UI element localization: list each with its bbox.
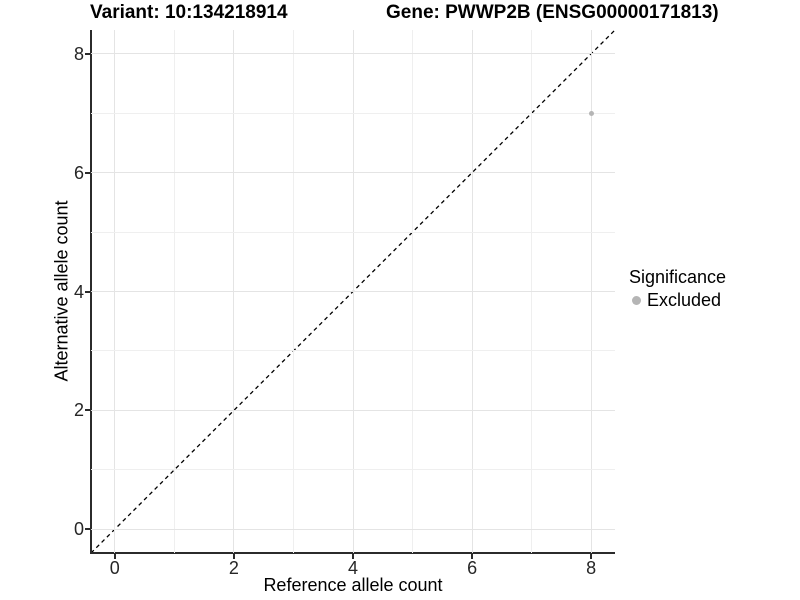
legend: Significance Excluded xyxy=(629,266,726,310)
y-tick-mark xyxy=(85,171,90,174)
gridline-y-1 xyxy=(91,469,615,471)
gridline-y-3 xyxy=(91,350,615,352)
gridline-y-8 xyxy=(91,53,615,55)
y-tick-mark xyxy=(85,528,90,531)
x-tick-label: 8 xyxy=(586,558,597,578)
gridline-y-7 xyxy=(91,112,615,114)
x-tick-label: 6 xyxy=(467,558,478,578)
y-axis-line xyxy=(90,30,92,554)
gridline-y-4 xyxy=(91,291,615,292)
legend-key-dot-icon xyxy=(632,295,641,305)
x-tick-mark xyxy=(471,554,474,559)
legend-item-label: Excluded xyxy=(647,290,722,310)
x-tick-label: 4 xyxy=(347,558,358,578)
plot-panel xyxy=(90,29,616,554)
x-tick-mark xyxy=(590,554,593,559)
y-tick-mark xyxy=(85,52,90,55)
x-tick-mark xyxy=(113,554,116,559)
y-tick-label: 4 xyxy=(73,281,84,302)
gridline-y-6 xyxy=(91,172,615,174)
x-tick-mark xyxy=(232,554,235,559)
plot-title-gene: Gene: PWWP2B (ENSG00000171813) xyxy=(386,2,719,23)
gridline-y-5 xyxy=(91,231,615,233)
gridline-y-0 xyxy=(91,528,615,530)
y-tick-mark xyxy=(85,290,90,293)
legend-item-excluded: Excluded xyxy=(629,290,726,310)
y-tick-mark xyxy=(85,409,90,412)
x-tick-label: 0 xyxy=(109,558,120,578)
plot-title-variant: Variant: 10:134218914 xyxy=(90,2,288,23)
x-axis-title: Reference allele count xyxy=(263,575,443,595)
legend-title: Significance xyxy=(629,267,727,287)
data-point xyxy=(588,110,594,116)
x-tick-mark xyxy=(352,554,354,559)
y-tick-label: 0 xyxy=(73,519,84,540)
gridline-y-2 xyxy=(91,409,615,411)
y-tick-label: 8 xyxy=(73,43,84,64)
y-tick-label: 6 xyxy=(73,162,84,183)
y-tick-label: 2 xyxy=(73,400,84,421)
x-axis-line xyxy=(90,552,615,554)
x-tick-label: 2 xyxy=(228,558,239,578)
